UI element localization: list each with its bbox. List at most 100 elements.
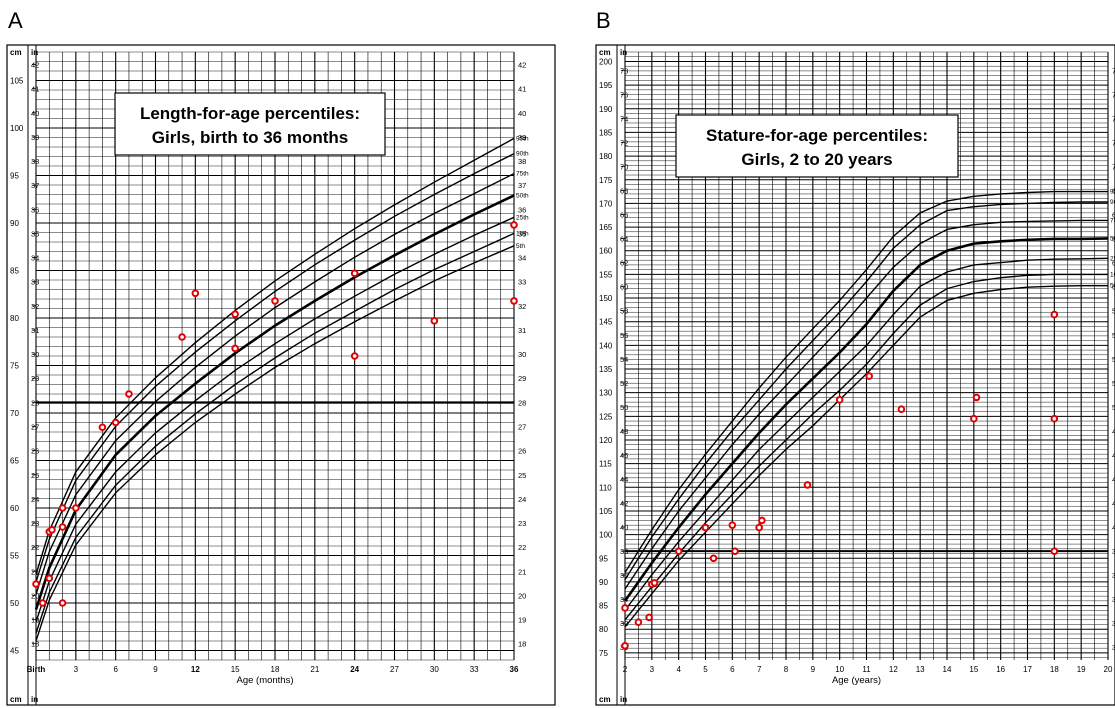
cm-tick-label: 170 bbox=[599, 199, 613, 208]
x-tick-label: 20 bbox=[1104, 665, 1113, 674]
in-tick-label: 27 bbox=[31, 422, 39, 431]
in-tick-label-right: 34 bbox=[1112, 595, 1115, 604]
in-tick-label: 29 bbox=[31, 374, 39, 383]
x-axis-title: Age (years) bbox=[832, 675, 881, 686]
x-tick-label: 14 bbox=[943, 665, 952, 674]
in-tick-label: 66 bbox=[620, 211, 628, 220]
in-tick-label-right: 42 bbox=[1112, 499, 1115, 508]
in-tick-label: 42 bbox=[31, 61, 39, 70]
series-line-95th bbox=[624, 190, 1108, 573]
data-point bbox=[58, 599, 67, 607]
in-tick-label-right: 21 bbox=[518, 567, 526, 576]
in-tick-label-right: 34 bbox=[518, 254, 526, 263]
in-tick-label: 35 bbox=[31, 229, 39, 238]
bottom-unit-label-cm: cm bbox=[10, 695, 22, 704]
in-tick-label: 28 bbox=[31, 398, 39, 407]
data-point bbox=[897, 405, 906, 414]
in-tick-label-right: 50 bbox=[1112, 403, 1115, 412]
in-tick-label-right: 72 bbox=[1112, 138, 1115, 147]
data-point bbox=[865, 372, 873, 380]
series-label-50th: 50th bbox=[1110, 235, 1115, 242]
in-tick-label: 32 bbox=[620, 619, 628, 628]
x-tick-label: 19 bbox=[1077, 665, 1086, 674]
in-tick-label: 40 bbox=[620, 523, 628, 532]
cm-tick-label: 65 bbox=[10, 457, 19, 466]
in-tick-label: 46 bbox=[620, 451, 628, 460]
data-point bbox=[72, 504, 80, 512]
bottom-unit-label-in: in bbox=[31, 695, 38, 704]
data-point bbox=[48, 526, 56, 534]
in-tick-label-right: 74 bbox=[1112, 114, 1115, 123]
cm-tick-label: 145 bbox=[599, 318, 613, 327]
cm-tick-label: 135 bbox=[599, 365, 613, 374]
cm-tick-label: 45 bbox=[10, 647, 19, 656]
in-tick-label: 25 bbox=[31, 471, 39, 480]
chart-frame bbox=[595, 44, 1115, 706]
in-tick-label-right: 42 bbox=[518, 61, 526, 70]
in-tick-label-right: 18 bbox=[518, 640, 526, 649]
cm-tick-label: 165 bbox=[599, 223, 613, 232]
in-tick-label-right: 33 bbox=[518, 278, 526, 287]
in-tick-label-right: 40 bbox=[1112, 523, 1115, 532]
left-unit-label-in: in bbox=[31, 48, 38, 57]
in-tick-label: 56 bbox=[620, 331, 628, 340]
series-label-95th: 95th bbox=[516, 135, 529, 142]
series-line-75th bbox=[35, 172, 515, 595]
in-tick-label: 40 bbox=[31, 109, 39, 118]
cm-tick-label: 85 bbox=[599, 602, 608, 611]
cm-tick-label: 85 bbox=[10, 267, 19, 276]
in-tick-label: 37 bbox=[31, 181, 39, 190]
data-point bbox=[191, 289, 200, 298]
x-tick-label: 18 bbox=[271, 665, 280, 674]
data-point bbox=[350, 269, 359, 278]
in-tick-label-right: 41 bbox=[518, 85, 526, 94]
series-line-25th bbox=[35, 216, 515, 623]
x-tick-label: 24 bbox=[350, 665, 359, 674]
in-tick-label: 38 bbox=[620, 547, 628, 556]
series-line-50th bbox=[623, 237, 1109, 602]
in-tick-label: 23 bbox=[31, 519, 39, 528]
in-tick-label-right: 38 bbox=[1112, 547, 1115, 556]
x-tick-label: 12 bbox=[191, 665, 200, 674]
in-tick-label-right: 70 bbox=[1112, 163, 1115, 172]
series-line-95th bbox=[35, 137, 515, 575]
panel-label-a: A bbox=[8, 8, 23, 33]
x-tick-label: 3 bbox=[74, 665, 79, 674]
cm-tick-label: 180 bbox=[599, 152, 613, 161]
in-tick-label-right: 58 bbox=[1112, 307, 1115, 316]
series-line-5th bbox=[35, 245, 515, 642]
cm-tick-label: 140 bbox=[599, 341, 613, 350]
in-tick-label-right: 44 bbox=[1112, 475, 1115, 484]
in-tick-label-right: 68 bbox=[1112, 187, 1115, 196]
in-tick-label: 60 bbox=[620, 283, 628, 292]
cm-tick-label: 80 bbox=[10, 314, 19, 323]
data-point bbox=[510, 221, 518, 229]
data-point bbox=[1050, 310, 1059, 319]
x-tick-label: 12 bbox=[889, 665, 898, 674]
series-label-25th: 25th bbox=[1110, 255, 1115, 262]
in-tick-label: 24 bbox=[31, 495, 39, 504]
x-tick-label: 13 bbox=[916, 665, 925, 674]
chart-title: Stature-for-age percentiles: bbox=[706, 126, 928, 145]
data-point bbox=[98, 423, 107, 432]
series-label-10th: 10th bbox=[516, 230, 529, 237]
data-point bbox=[755, 523, 763, 532]
in-tick-label: 33 bbox=[31, 278, 39, 287]
cm-tick-label: 80 bbox=[599, 625, 608, 634]
cm-tick-label: 130 bbox=[599, 389, 613, 398]
cm-tick-label: 155 bbox=[599, 270, 613, 279]
in-tick-label-right: 62 bbox=[1112, 259, 1115, 268]
cm-tick-label: 105 bbox=[10, 77, 24, 86]
data-point bbox=[231, 344, 239, 353]
bottom-unit-label-cm: cm bbox=[599, 695, 611, 704]
data-point bbox=[634, 618, 643, 626]
chart-title: Length-for-age percentiles: bbox=[140, 104, 360, 123]
data-point bbox=[970, 414, 978, 423]
data-point bbox=[709, 554, 718, 563]
in-tick-label: 41 bbox=[31, 85, 39, 94]
in-tick-label: 48 bbox=[620, 427, 628, 436]
cm-tick-label: 75 bbox=[10, 362, 19, 371]
x-tick-label: 6 bbox=[730, 665, 735, 674]
in-tick-label: 50 bbox=[620, 403, 628, 412]
